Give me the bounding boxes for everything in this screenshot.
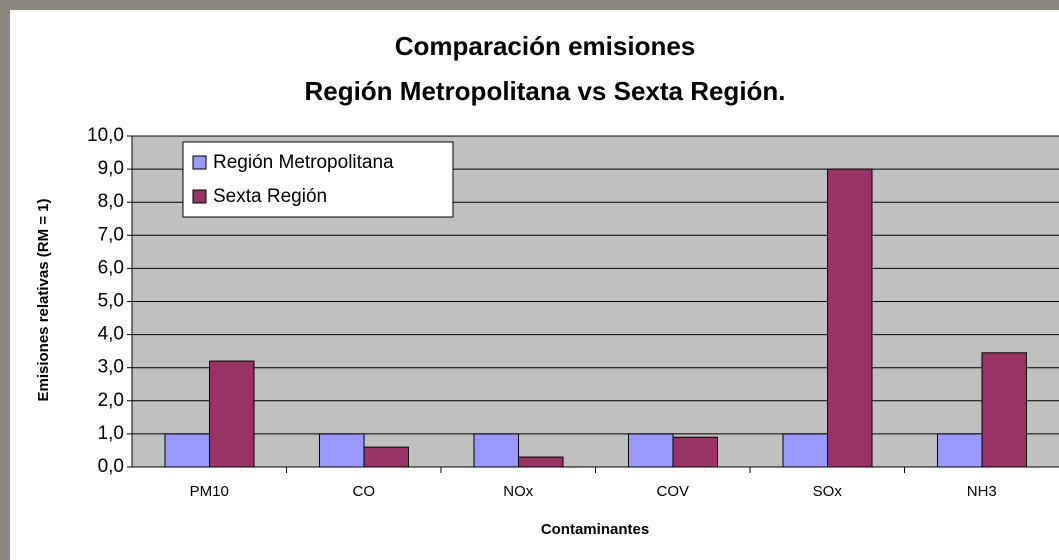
chart-title: Comparación emisiones [395, 31, 696, 61]
y-tick-label: 5,0 [98, 291, 124, 312]
y-tick-label: 4,0 [98, 324, 124, 345]
chart-title: Región Metropolitana vs Sexta Región. [304, 76, 785, 106]
y-tick-label: 3,0 [98, 357, 124, 378]
legend-swatch [192, 189, 207, 204]
bar [209, 360, 255, 468]
x-tick-label: NH3 [967, 483, 997, 500]
y-tick-label: 6,0 [98, 257, 124, 278]
x-tick-label: PM10 [190, 483, 229, 500]
bar [672, 436, 718, 468]
bar [164, 433, 210, 468]
y-tick-label: 9,0 [98, 158, 124, 179]
bar [981, 352, 1027, 468]
x-tick-label: CO [353, 483, 376, 500]
x-tick-label: NOx [503, 483, 534, 500]
y-axis-label: Emisiones relativas (RM = 1) [35, 198, 52, 401]
bar [827, 168, 873, 468]
y-tick-label: 10,0 [87, 125, 124, 146]
y-tick-label: 1,0 [98, 423, 124, 444]
y-tick-label: 7,0 [98, 224, 124, 245]
bar [628, 433, 674, 468]
x-axis-label: Contaminantes [541, 521, 649, 538]
legend-label: Sexta Región [213, 186, 327, 207]
legend-label: Región Metropolitana [213, 152, 394, 173]
bar [363, 446, 409, 468]
legend-box [182, 141, 454, 218]
bar [782, 433, 828, 468]
bar [518, 456, 564, 468]
y-tick-label: 0,0 [98, 456, 124, 477]
y-tick-label: 8,0 [98, 191, 124, 212]
bar [937, 433, 983, 468]
y-tick-label: 2,0 [98, 390, 124, 411]
x-tick-label: COV [656, 483, 689, 500]
bar [319, 433, 365, 468]
bar [473, 433, 519, 468]
x-tick-label: SOx [813, 483, 843, 500]
legend-swatch [192, 155, 207, 170]
